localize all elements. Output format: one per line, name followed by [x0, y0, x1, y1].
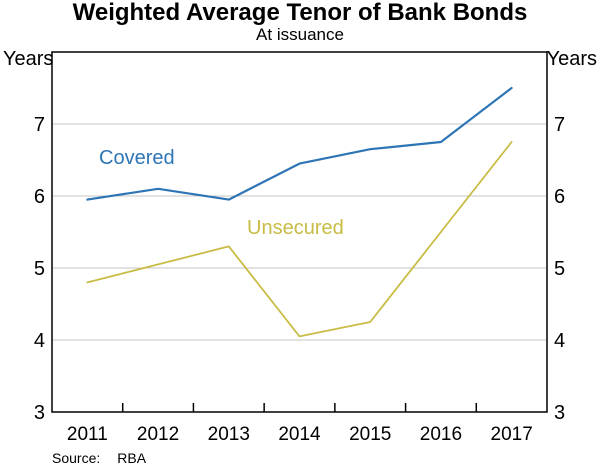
x-tick-label-2016: 2016 [420, 424, 462, 445]
chart-subtitle: At issuance [256, 25, 344, 44]
y-tick-label-left-4: 4 [34, 330, 45, 352]
x-tick-label-2012: 2012 [137, 424, 179, 445]
series-label-unsecured: Unsecured [247, 217, 344, 239]
x-tick-label-2014: 2014 [278, 424, 321, 445]
y-tick-label-left-3: 3 [34, 402, 45, 424]
source-value: RBA [117, 450, 147, 466]
y-tick-label-right-7: 7 [554, 114, 565, 136]
x-tick-label-2013: 2013 [208, 424, 250, 445]
y-axis-unit-right: Years [546, 48, 597, 70]
series-line-unsecured [86, 141, 513, 338]
chart-title: Weighted Average Tenor of Bank Bonds [72, 0, 528, 26]
x-tick-label-2011: 2011 [67, 424, 108, 445]
x-tick-label-2017: 2017 [491, 424, 533, 445]
plot-border [51, 51, 548, 413]
y-tick-label-right-3: 3 [554, 402, 565, 424]
source-label: Source: [52, 450, 101, 466]
y-axis-unit-left: Years [3, 48, 54, 70]
y-tick-label-left-5: 5 [34, 258, 45, 280]
series-label-covered: Covered [99, 147, 175, 169]
series-line-covered [86, 86, 513, 201]
y-tick-label-right-6: 6 [554, 186, 565, 208]
y-tick-label-left-7: 7 [34, 114, 45, 136]
y-tick-label-right-4: 4 [554, 330, 565, 352]
x-tick-label-2015: 2015 [349, 424, 391, 445]
source-note: Source: RBA [52, 450, 146, 466]
y-tick-label-right-5: 5 [554, 258, 565, 280]
y-tick-label-left-6: 6 [34, 186, 45, 208]
